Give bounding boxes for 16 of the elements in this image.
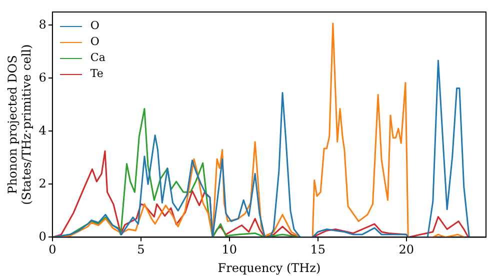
legend-label: Ca bbox=[90, 50, 106, 66]
y-tick-label: 0 bbox=[38, 229, 46, 244]
y-tick-label: 6 bbox=[38, 70, 46, 84]
legend-label: O bbox=[90, 18, 100, 34]
y-tick-label: 4 bbox=[38, 123, 47, 138]
x-axis-title: Frequency (THz) bbox=[218, 260, 321, 275]
y-axis-title: Phonon projected DOS (States/THz·primitive cell) bbox=[5, 44, 34, 205]
legend-label: Te bbox=[90, 66, 104, 82]
x-tick-label: 0 bbox=[48, 242, 56, 257]
x-tick-label: 5 bbox=[137, 242, 145, 257]
y-tick-label: 2 bbox=[38, 176, 46, 190]
x-tick-label: 15 bbox=[310, 242, 326, 257]
legend-label: O bbox=[90, 34, 100, 50]
x-tick-label: 20 bbox=[398, 242, 414, 257]
x-tick-label: 10 bbox=[222, 242, 238, 257]
y-tick-label: 8 bbox=[38, 17, 46, 32]
